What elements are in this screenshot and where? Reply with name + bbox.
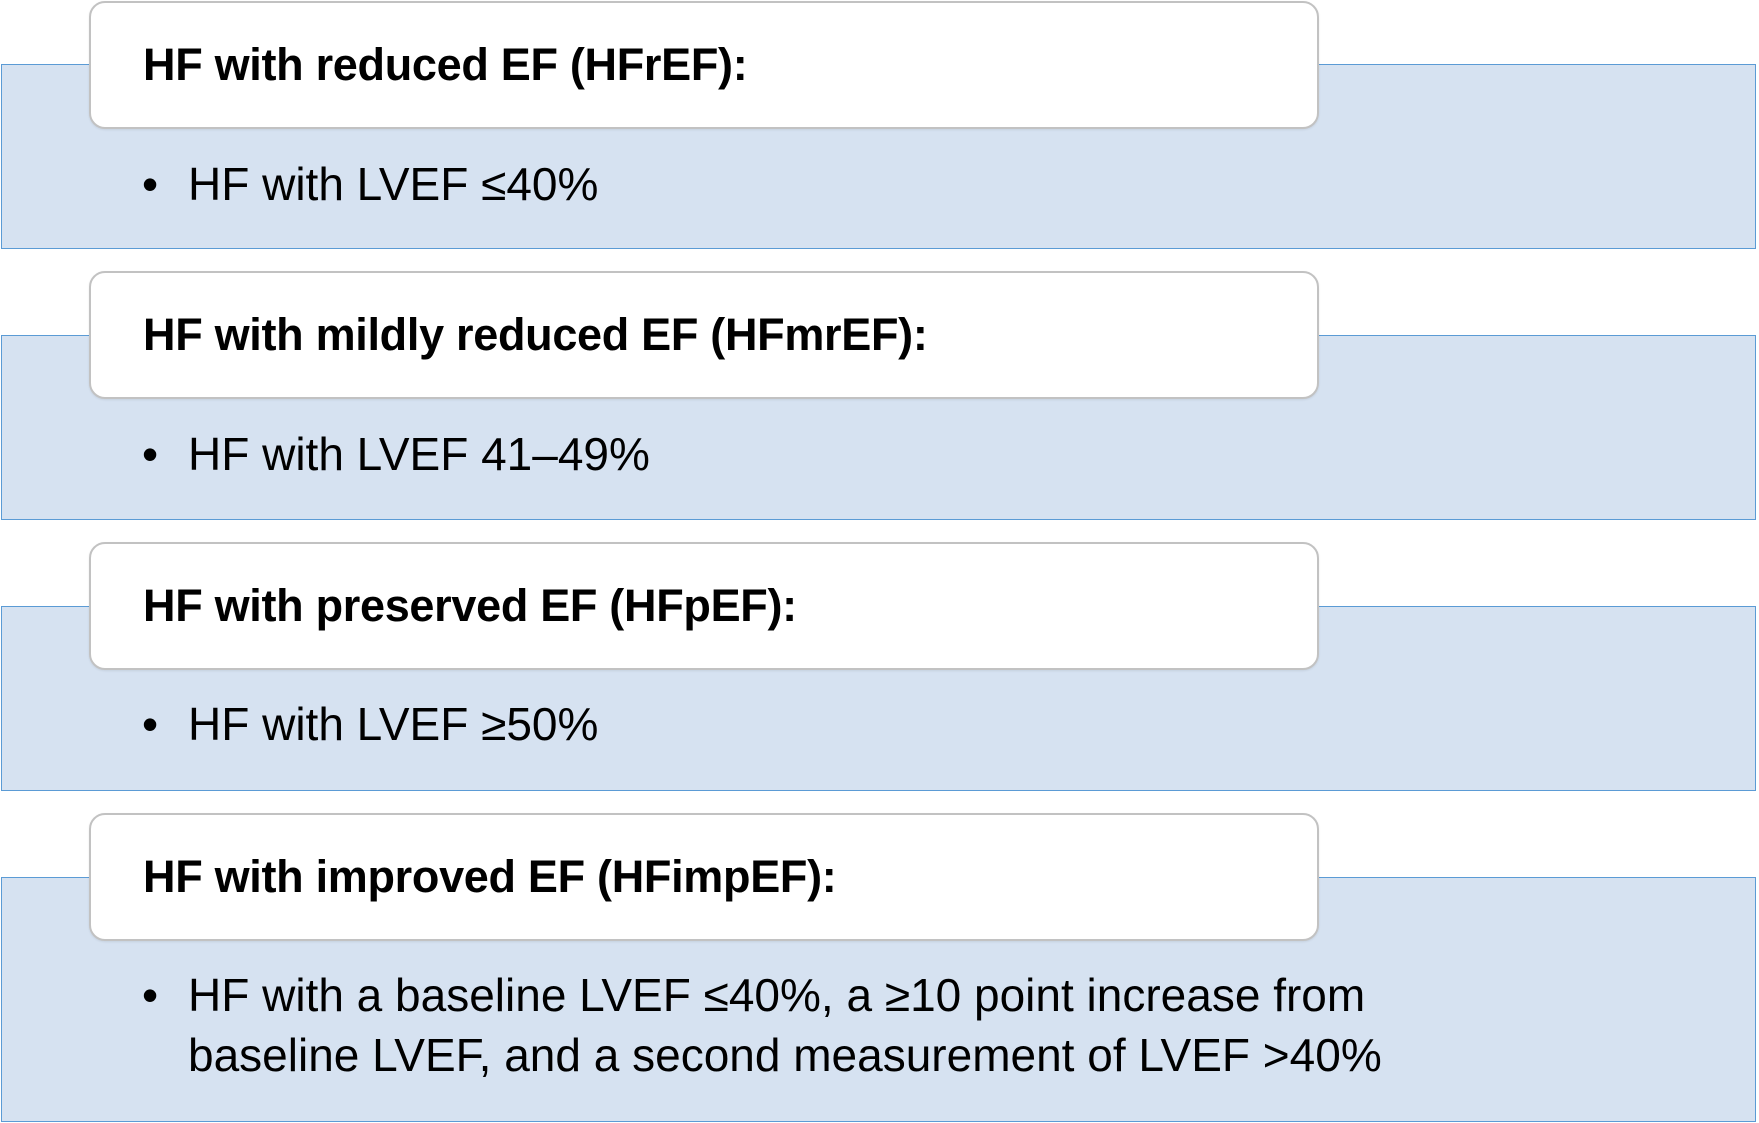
- category-heading: HF with reduced EF (HFrEF):: [143, 39, 748, 90]
- bullet-dot-icon: •: [142, 158, 159, 210]
- bullet-dot-icon: •: [142, 698, 159, 750]
- category-header-card: HF with mildly reduced EF (HFmrEF):: [89, 271, 1319, 399]
- category-header-card: HF with improved EF (HFimpEF):: [89, 813, 1319, 941]
- bullet-text: HF with LVEF 41–49%: [188, 428, 650, 480]
- category-header-card: HF with preserved EF (HFpEF):: [89, 542, 1319, 670]
- bullet-text: HF with LVEF ≤40%: [188, 158, 599, 210]
- category-bullet: • HF with LVEF 41–49%: [142, 424, 1588, 484]
- bullet-dot-icon: •: [142, 428, 159, 480]
- category-heading: HF with mildly reduced EF (HFmrEF):: [143, 309, 928, 360]
- category-bullet: • HF with a baseline LVEF ≤40%, a ≥10 po…: [142, 965, 1488, 1085]
- category-heading: HF with improved EF (HFimpEF):: [143, 851, 837, 902]
- category-header-card: HF with reduced EF (HFrEF):: [89, 1, 1319, 129]
- bullet-text: HF with a baseline LVEF ≤40%, a ≥10 poin…: [188, 969, 1382, 1081]
- category-bullet: • HF with LVEF ≥50%: [142, 694, 1588, 754]
- bullet-dot-icon: •: [142, 969, 159, 1021]
- category-heading: HF with preserved EF (HFpEF):: [143, 580, 797, 631]
- category-bullet: • HF with LVEF ≤40%: [142, 154, 1588, 214]
- bullet-text: HF with LVEF ≥50%: [188, 698, 599, 750]
